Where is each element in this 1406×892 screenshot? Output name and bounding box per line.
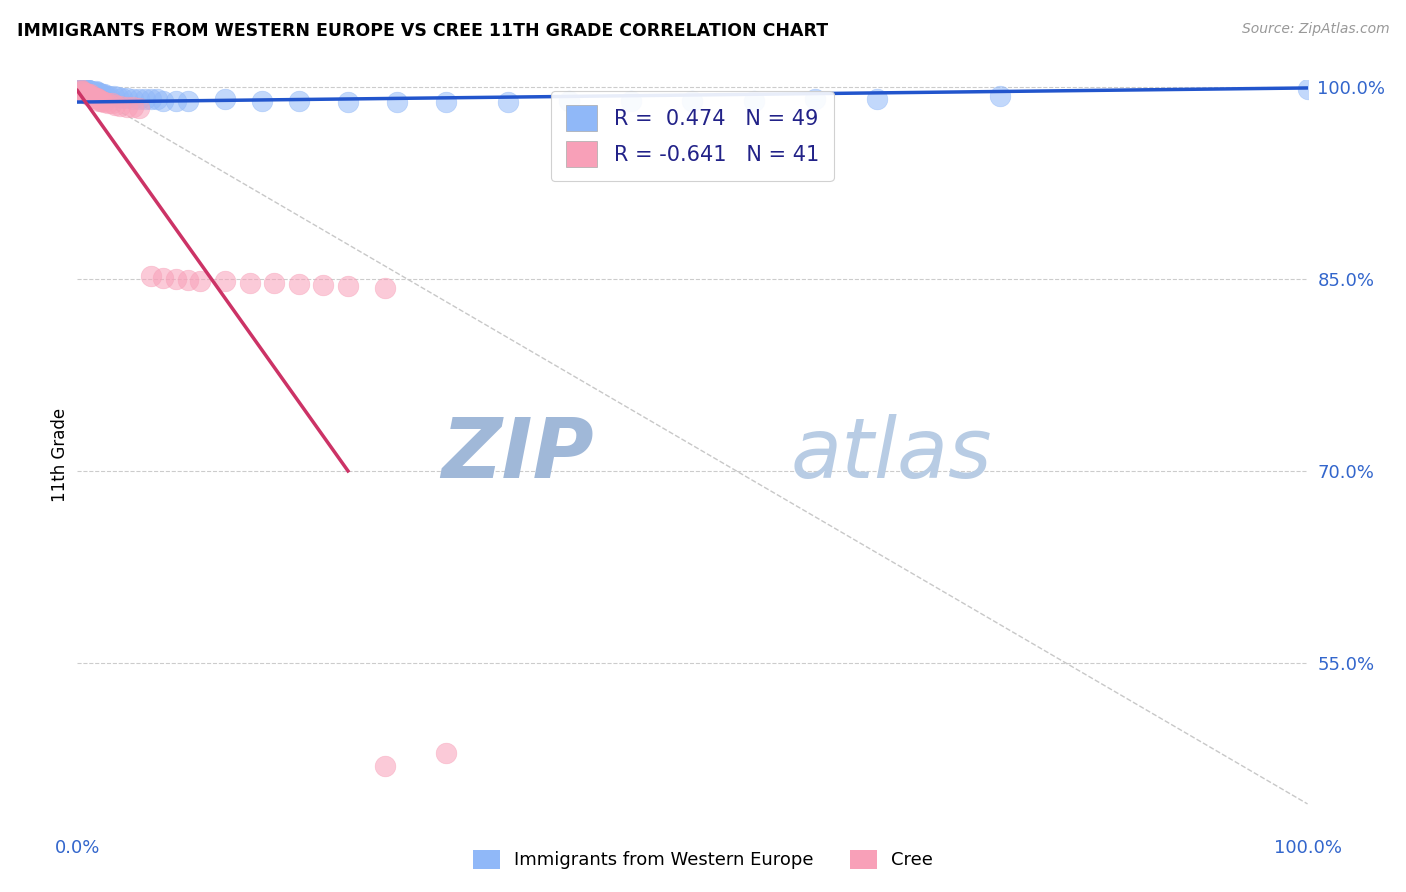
Point: [374, 758, 396, 772]
Point: [96, 88, 118, 103]
Point: [82, 85, 104, 99]
Point: [75, 86, 97, 100]
Point: [90, 94, 112, 108]
Point: [239, 276, 262, 290]
Text: atlas: atlas: [792, 415, 993, 495]
Point: [385, 95, 409, 109]
Point: [82, 85, 104, 99]
Point: [128, 102, 150, 116]
Point: [87, 86, 110, 100]
Point: [90, 94, 114, 108]
Point: [73, 82, 96, 96]
Point: [73, 86, 96, 100]
Point: [72, 82, 94, 96]
Point: [72, 85, 94, 99]
Point: [214, 93, 236, 107]
Point: [177, 94, 200, 108]
Point: [141, 93, 163, 107]
Point: [152, 270, 174, 285]
Point: [742, 94, 765, 108]
Point: [620, 94, 643, 108]
Point: [312, 278, 335, 293]
Point: [107, 90, 129, 104]
Point: [70, 81, 93, 95]
Point: [214, 274, 236, 288]
Point: [97, 96, 120, 111]
Point: [70, 83, 93, 97]
Point: [288, 277, 311, 291]
Point: [115, 91, 138, 105]
Point: [1296, 82, 1319, 96]
Point: [76, 82, 98, 96]
Point: [83, 91, 105, 105]
Point: [177, 273, 200, 287]
Point: [75, 82, 97, 96]
Point: [89, 94, 111, 108]
Point: [86, 85, 108, 99]
Point: [103, 88, 125, 103]
Point: [337, 279, 360, 293]
Point: [436, 95, 458, 109]
Point: [250, 94, 273, 108]
Point: [101, 96, 124, 111]
Point: [77, 87, 100, 102]
Point: [188, 274, 212, 288]
Point: [77, 83, 100, 97]
Point: [90, 87, 112, 102]
Point: [496, 95, 519, 109]
Point: [152, 94, 174, 108]
Point: [165, 272, 187, 286]
Point: [87, 93, 110, 107]
Point: [84, 91, 107, 105]
Point: [69, 81, 91, 95]
Legend: Immigrants from Western Europe, Cree: Immigrants from Western Europe, Cree: [464, 841, 942, 879]
Point: [69, 82, 91, 96]
Point: [263, 276, 285, 290]
Point: [79, 87, 101, 102]
Point: [804, 93, 827, 107]
Point: [128, 93, 150, 107]
Point: [104, 97, 127, 112]
Legend: R =  0.474   N = 49, R = -0.641   N = 41: R = 0.474 N = 49, R = -0.641 N = 41: [551, 91, 834, 181]
Point: [93, 95, 115, 109]
Point: [121, 93, 143, 107]
Point: [337, 95, 360, 109]
Point: [76, 87, 98, 102]
Point: [80, 83, 103, 97]
Point: [90, 87, 114, 102]
Point: [436, 746, 458, 760]
Point: [115, 100, 138, 114]
Point: [374, 281, 396, 295]
Point: [134, 93, 156, 107]
Text: ZIP: ZIP: [441, 415, 595, 495]
Y-axis label: 11th Grade: 11th Grade: [51, 408, 69, 502]
Point: [165, 94, 187, 108]
Point: [682, 94, 704, 108]
Point: [110, 99, 132, 113]
Point: [146, 93, 169, 107]
Point: [79, 83, 101, 97]
Point: [111, 91, 132, 105]
Point: [866, 93, 889, 107]
Point: [98, 88, 121, 103]
Text: Source: ZipAtlas.com: Source: ZipAtlas.com: [1241, 22, 1389, 37]
Point: [70, 82, 93, 96]
Point: [86, 91, 108, 105]
Point: [84, 83, 107, 97]
Point: [288, 94, 311, 108]
Point: [82, 90, 104, 104]
Point: [121, 100, 143, 114]
Point: [988, 88, 1011, 103]
Point: [80, 88, 103, 103]
Point: [70, 83, 93, 97]
Point: [83, 85, 105, 99]
Point: [93, 87, 115, 102]
Text: IMMIGRANTS FROM WESTERN EUROPE VS CREE 11TH GRADE CORRELATION CHART: IMMIGRANTS FROM WESTERN EUROPE VS CREE 1…: [17, 22, 828, 40]
Point: [89, 86, 111, 100]
Point: [558, 94, 581, 108]
Point: [141, 269, 163, 284]
Point: [82, 90, 104, 104]
